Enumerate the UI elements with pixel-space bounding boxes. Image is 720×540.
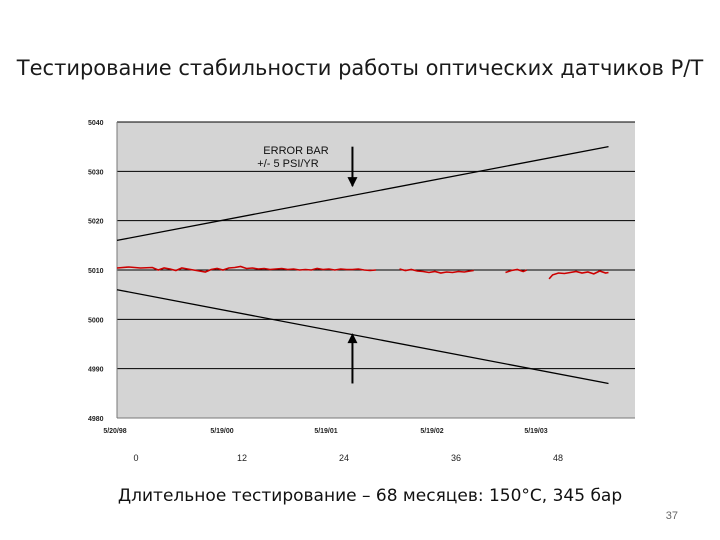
error-bar-upper <box>116 146 609 242</box>
x-month-tick-label: 12 <box>237 453 247 463</box>
arrow-down-head <box>347 177 358 188</box>
data-series-segment <box>548 270 609 280</box>
plot-area: 4980 4990 5000 5010 5020 5030 5040 5/20/98 5/19/… <box>88 120 635 463</box>
y-tick-label: 5020 <box>88 219 104 226</box>
x-month-tick-label: 24 <box>339 453 349 463</box>
x-date-tick-label: 5/19/00 <box>210 428 233 435</box>
y-tick-label: 4980 <box>88 416 104 423</box>
x-month-tick-label: 36 <box>451 453 461 463</box>
arrow-up-head <box>347 333 358 344</box>
y-tick-label: 5010 <box>88 268 104 275</box>
x-date-tick-label: 5/19/02 <box>420 428 443 435</box>
x-month-tick-label: 0 <box>133 453 138 463</box>
error-bar-lower <box>116 289 609 385</box>
annotation-line-2: +/- 5 PSI/YR <box>257 158 318 170</box>
y-tick-label: 5000 <box>88 317 104 324</box>
x-month-tick-label: 48 <box>553 453 563 463</box>
x-date-tick-label: 5/20/98 <box>103 428 126 435</box>
x-date-tick-label: 5/19/03 <box>524 428 547 435</box>
slide-title: Тестирование стабильности работы оптичес… <box>16 56 704 80</box>
x-date-tick-label: 5/19/01 <box>314 428 337 435</box>
data-series-segment <box>116 265 377 273</box>
chart-caption: Длительное тестирование – 68 месяцев: 15… <box>117 486 623 506</box>
page-number: 37 <box>665 510 678 522</box>
y-tick-label: 5040 <box>88 120 104 127</box>
data-series-segment <box>505 268 528 274</box>
annotation-line-1: ERROR BAR <box>263 145 328 157</box>
y-tick-label: 4990 <box>88 367 104 374</box>
data-series-segment <box>399 268 474 274</box>
y-tick-label: 5030 <box>88 169 104 176</box>
